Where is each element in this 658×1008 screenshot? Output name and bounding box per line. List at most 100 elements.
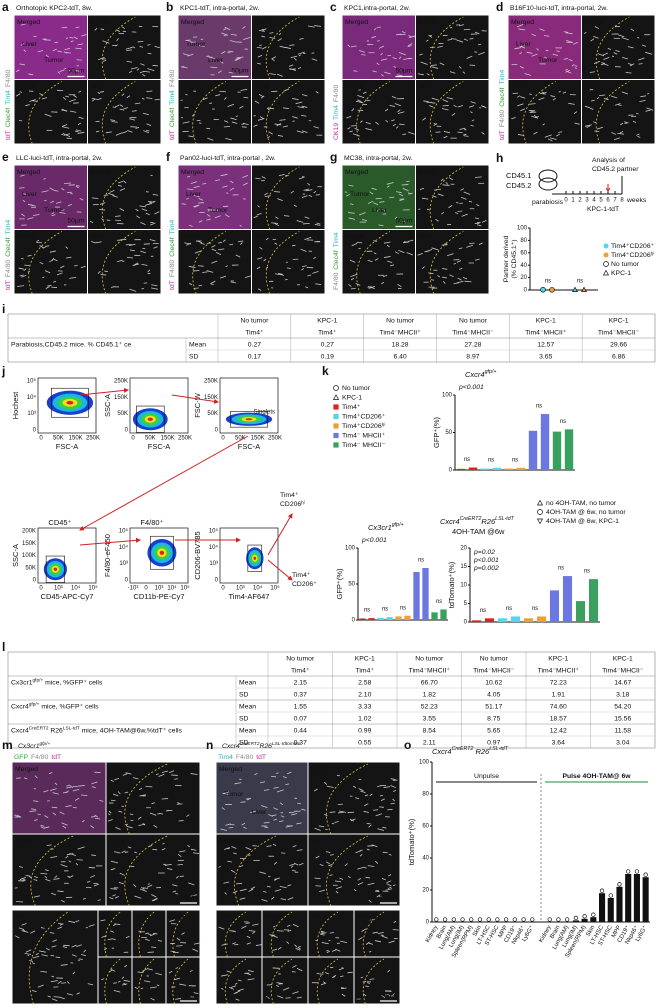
texture: [119, 188, 126, 192]
texture: [186, 814, 190, 817]
texture: [468, 105, 475, 108]
texture: [250, 886, 256, 890]
channel-part: Clec4f: [5, 237, 12, 256]
texture: [102, 40, 110, 44]
texture: [347, 876, 351, 879]
texture: [89, 220, 94, 224]
texture: [639, 99, 646, 103]
texture: [75, 129, 82, 132]
texture: [544, 56, 548, 59]
texture: [448, 205, 453, 209]
texture: [372, 931, 378, 934]
texture: [363, 810, 369, 813]
texture: [117, 259, 123, 263]
texture: [223, 120, 229, 123]
inset-number: 2: [101, 995, 105, 1002]
texture: [153, 246, 158, 249]
texture: [544, 134, 552, 138]
texture: [533, 114, 537, 118]
ns-label: ns: [364, 608, 370, 614]
texture: [529, 93, 532, 95]
texture: [315, 91, 319, 94]
texture: [355, 100, 363, 103]
texture: [53, 878, 60, 880]
tumor-boundary: [124, 835, 168, 907]
panel-letter: j: [1, 364, 5, 378]
texture: [526, 51, 533, 54]
texture: [301, 265, 307, 268]
texture: [202, 271, 208, 273]
texture: [437, 193, 444, 197]
replicate-dot: [556, 917, 561, 922]
bar: [377, 617, 384, 620]
texture: [316, 973, 324, 975]
texture: [105, 131, 112, 134]
texture: [194, 204, 200, 208]
texture: [60, 209, 65, 212]
inset-number: 1: [219, 948, 223, 955]
column-header: No tumor: [415, 655, 444, 662]
x-tick-label: 0: [221, 436, 225, 442]
texture: [442, 99, 449, 103]
table-value: 3.65: [539, 353, 552, 360]
bar: [440, 609, 447, 620]
texture: [141, 886, 145, 890]
tumor-boundary: [224, 911, 247, 958]
texture: [279, 119, 286, 121]
population-label: Tim4⁺: [280, 492, 299, 499]
texture: [106, 219, 111, 222]
region-label: Tumor: [186, 41, 206, 48]
texture: [394, 103, 401, 107]
texture: [172, 884, 178, 887]
texture: [127, 846, 132, 849]
texture: [375, 860, 379, 864]
texture: [584, 124, 592, 127]
texture: [257, 205, 260, 208]
texture: [260, 781, 266, 784]
texture: [401, 31, 406, 34]
y-tick-label: 20: [460, 546, 467, 552]
texture: [426, 73, 430, 76]
micrograph: [12, 762, 106, 834]
texture: [58, 922, 64, 925]
texture: [230, 869, 236, 873]
texture: [27, 254, 32, 257]
texture: [314, 877, 321, 880]
texture: [390, 784, 396, 789]
texture: [478, 242, 483, 246]
texture: [206, 218, 211, 221]
texture: [386, 883, 392, 887]
texture: [320, 982, 327, 986]
texture: [301, 268, 305, 271]
legend-swatch: [333, 413, 339, 420]
texture: [431, 97, 439, 101]
table-value: 2.11: [423, 739, 436, 746]
texture: [59, 211, 66, 214]
texture: [22, 193, 27, 195]
texture: [341, 987, 347, 990]
texture: [187, 53, 194, 57]
panel-letter: n: [206, 738, 213, 752]
bar: [413, 571, 420, 620]
texture: [29, 960, 34, 962]
texture: [334, 880, 342, 883]
texture: [367, 259, 373, 262]
texture: [129, 118, 136, 121]
texture: [273, 807, 278, 811]
bar: [516, 467, 526, 470]
texture: [255, 177, 261, 180]
y-axis-title: Partner derived: [503, 236, 510, 283]
texture: [638, 63, 643, 65]
bar: [588, 579, 599, 622]
texture: [368, 899, 372, 903]
texture: [202, 97, 208, 101]
texture: [62, 946, 68, 949]
texture: [221, 807, 225, 810]
texture: [15, 93, 21, 97]
replicate-dot: [565, 917, 570, 922]
texture: [154, 45, 161, 49]
texture: [451, 38, 457, 40]
chart-title: Cxcr4gfp/+: [465, 369, 496, 379]
texture: [571, 64, 575, 67]
micrograph: [416, 80, 489, 144]
